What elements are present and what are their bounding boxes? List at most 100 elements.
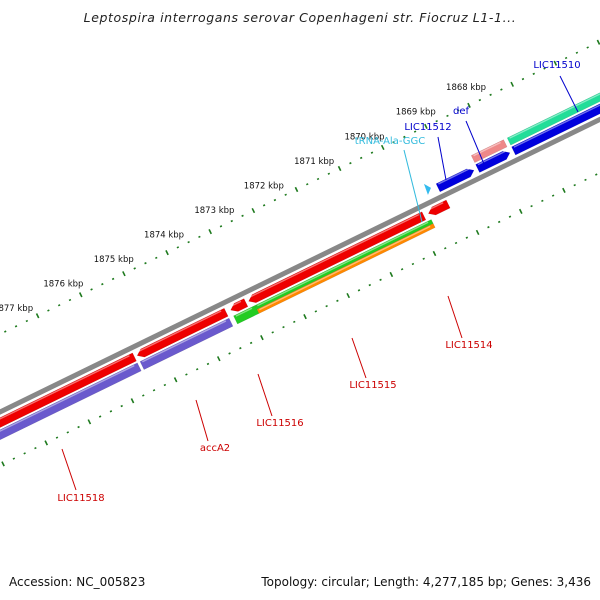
inner-ruler-tick <box>422 257 425 260</box>
inner-ruler-tick <box>12 457 16 460</box>
inner-ruler-tick <box>216 356 221 362</box>
gene-leader-line <box>257 373 273 417</box>
gene-label[interactable]: accA2 <box>200 443 230 454</box>
inner-ruler-tick <box>120 404 123 408</box>
cds-lic11512[interactable] <box>435 168 475 193</box>
inner-ruler-tick <box>562 187 566 193</box>
inner-ruler-tick <box>530 204 533 208</box>
inner-ruler-tick <box>34 446 37 450</box>
cds-lic11514[interactable] <box>428 199 451 216</box>
inner-ruler-tick <box>228 352 231 355</box>
gene-leader-line <box>195 399 209 442</box>
gene-labels: 1868 kbp 1869 kbp 1870 kbp 1871 kbp 1872 kbp… <box>0 60 581 504</box>
outer-ruler-tick <box>101 283 104 286</box>
inner-ruler-tick <box>44 440 49 446</box>
inner-ruler-tick <box>508 215 512 218</box>
cds-lic11515[interactable] <box>248 211 427 303</box>
inner-ruler-tick <box>130 398 135 404</box>
cog-acca2[interactable] <box>139 317 234 370</box>
inner-ruler-tick <box>518 208 523 215</box>
outer-ruler-tick <box>208 229 213 235</box>
kbp-label: 1871 kbp <box>294 157 334 167</box>
outer-ruler-tick <box>457 109 460 112</box>
outer-ruler-tick <box>359 156 363 160</box>
cog-lic11510[interactable] <box>506 75 600 146</box>
gene-label[interactable]: tRNA-Ala-GGC <box>355 136 426 147</box>
inner-ruler-tick <box>487 226 490 229</box>
outer-ruler-tick <box>165 250 169 256</box>
outer-ruler-tick <box>57 304 61 307</box>
inner-ruler-tick <box>260 335 264 341</box>
gene-leader-line <box>447 295 463 339</box>
inner-ruler-tick <box>584 178 587 182</box>
outer-ruler-tick <box>273 198 277 202</box>
gene-label[interactable]: LIC11512 <box>404 122 451 133</box>
outer-ruler-tick <box>241 214 244 217</box>
map-title: Leptospira interrogans serovar Copenhage… <box>83 10 517 25</box>
genome-summary: Topology: circular; Length: 4,277,185 bp… <box>261 575 591 589</box>
inner-ruler-tick <box>271 331 274 334</box>
gene-label[interactable]: LIC11516 <box>256 418 303 429</box>
inner-ruler-tick <box>432 250 437 257</box>
outer-ruler-tick <box>596 39 600 45</box>
outer-ruler-tick <box>25 319 29 323</box>
outer-ruler-tick <box>47 309 50 312</box>
kbp-label: 1875 kbp <box>94 255 134 265</box>
gene-label[interactable]: LIC11510 <box>533 60 580 71</box>
inner-ruler-tick <box>163 383 167 387</box>
outer-ruler-tick <box>510 81 515 87</box>
cog-acca2-highlight <box>142 320 227 363</box>
cds-lic11518[interactable] <box>0 352 137 433</box>
outer-ruler-tick <box>553 60 558 66</box>
inner-ruler-tick <box>152 389 156 392</box>
cog-lic11515-orange[interactable] <box>256 223 436 314</box>
outer-ruler-tick <box>133 267 136 270</box>
backbone-line <box>0 116 600 415</box>
kbp-label: 1876 kbp <box>43 280 83 290</box>
outer-ruler-tick <box>327 172 331 175</box>
outer-ruler-tick <box>446 114 449 118</box>
inner-ruler-tick <box>325 304 328 308</box>
inner-ruler-tick <box>98 415 102 418</box>
cog-def[interactable] <box>470 139 508 163</box>
inner-ruler-tick <box>87 419 92 425</box>
outer-ruler-tick <box>187 240 190 244</box>
outer-ruler-tick <box>467 102 471 108</box>
kbp-label: 1874 kbp <box>144 230 184 240</box>
outer-ruler-tick <box>349 162 352 165</box>
gene-leader-line <box>559 75 579 113</box>
outer-ruler-tick <box>230 219 234 223</box>
gene-label[interactable]: LIC11515 <box>349 380 396 391</box>
inner-ruler-tick <box>551 194 555 197</box>
inner-ruler-tick <box>239 347 242 350</box>
cds-lic11516[interactable] <box>230 298 249 312</box>
outer-ruler-tick <box>575 51 579 54</box>
inner-ruler-tick <box>55 436 59 439</box>
cds-acca2[interactable] <box>136 307 229 358</box>
outer-ruler-tick <box>78 292 83 298</box>
outer-ruler-tick <box>4 330 7 333</box>
outer-ruler-tick <box>144 262 147 265</box>
cog-lic11515-orange-highlight <box>259 225 431 311</box>
inner-ruler-tick <box>142 394 145 397</box>
feature-tracks[interactable] <box>0 75 600 443</box>
trna-ala-ggc-feature[interactable] <box>423 183 431 195</box>
outer-ruler-tick <box>413 130 417 133</box>
kbp-label: 1873 kbp <box>194 206 234 216</box>
inner-ruler-tick <box>357 289 361 292</box>
cds-def[interactable] <box>475 151 511 173</box>
gene-label[interactable]: LIC11518 <box>57 493 104 504</box>
outer-ruler-tick <box>155 256 158 260</box>
outer-ruler-tick <box>284 193 287 196</box>
inner-ruler-tick <box>77 425 80 429</box>
gene-leader-line <box>61 448 77 491</box>
gene-label[interactable]: LIC11514 <box>445 340 492 351</box>
outer-ruler-tick <box>380 144 385 151</box>
inner-ruler-tick <box>195 368 199 371</box>
inner-ruler-tick <box>541 199 544 203</box>
gene-label[interactable]: def <box>453 106 470 117</box>
cog-lic11518[interactable] <box>0 362 142 443</box>
inner-ruler-tick <box>379 278 382 281</box>
cds-lic11510[interactable] <box>511 84 600 156</box>
